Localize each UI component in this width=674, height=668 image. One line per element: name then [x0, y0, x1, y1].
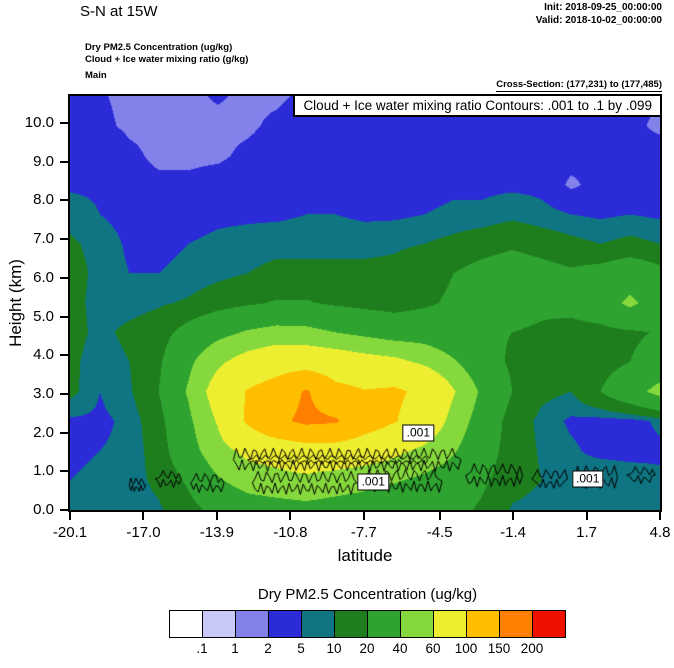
colorbar-swatches: [169, 610, 566, 638]
y-tick: [60, 122, 68, 125]
y-tick: [60, 160, 68, 163]
x-tick: [289, 512, 292, 520]
plot-title: S-N at 15W: [80, 3, 158, 20]
y-tick-label: 0.0: [33, 501, 54, 518]
colorbar-tick-label: 2: [264, 641, 272, 656]
colorbar-swatch: [268, 610, 302, 638]
x-tick: [512, 512, 515, 520]
x-tick: [585, 512, 588, 520]
init-time: Init: 2018-09-25_00:00:00: [544, 2, 662, 13]
colorbar-tick-label: 60: [425, 641, 441, 656]
field-line-domain: Main: [85, 69, 107, 81]
y-tick: [60, 431, 68, 434]
contour-label: .001: [402, 424, 434, 442]
colorbar-tick-label: 40: [392, 641, 408, 656]
model-times: Init: 2018-09-25_00:00:00 Valid: 2018-10…: [536, 2, 662, 27]
colorbar-swatch: [301, 610, 335, 638]
field-line-pm25: Dry PM2.5 Concentration (ug/kg): [85, 42, 233, 53]
y-tick-label: 6.0: [33, 268, 54, 286]
x-tick: [438, 512, 441, 520]
colorbar: Dry PM2.5 Concentration (ug/kg) .1 1 2 5 10 2…: [169, 586, 566, 658]
valid-time: Valid: 2018-10-02_00:00:00: [535, 14, 662, 26]
colorbar-swatch: [532, 610, 566, 638]
x-tick-label: 4.8: [649, 524, 671, 541]
x-axis-title: latitude: [337, 546, 393, 565]
y-tick-label: 9.0: [33, 152, 54, 170]
x-tick-label: -20.1: [52, 524, 88, 541]
colorbar-swatch: [433, 610, 467, 638]
x-tick-label: -10.8: [273, 524, 308, 541]
colorbar-tick-label: 100: [454, 641, 478, 656]
colorbar-tick-label: 1: [231, 641, 239, 656]
y-tick-label: 3.0: [33, 384, 54, 402]
y-tick: [60, 470, 68, 473]
x-tick: [215, 512, 218, 520]
contour-label: .001: [572, 470, 604, 488]
colorbar-tick-label: .1: [196, 641, 208, 656]
y-tick: [60, 238, 68, 241]
colorbar-swatch: [499, 610, 533, 638]
x-tick-label: -1.4: [500, 524, 527, 541]
x-tick-label: -13.9: [199, 524, 235, 541]
x-tick-label: -4.5: [426, 524, 453, 541]
cross-section-label: Cross-Section: (177,231) to (177,485): [496, 79, 662, 92]
colorbar-swatch: [202, 610, 236, 638]
field-list: Dry PM2.5 Concentration (ug/kg) Cloud + …: [85, 42, 248, 82]
y-tick-label: 5.0: [33, 307, 54, 325]
y-tick: [60, 392, 68, 395]
colorbar-tick-label: 10: [326, 641, 342, 656]
y-tick-label: 4.0: [33, 346, 54, 364]
colorbar-swatch: [169, 610, 203, 638]
y-tick: [60, 199, 68, 202]
x-tick: [69, 512, 71, 520]
y-tick: [60, 315, 68, 318]
y-tick-label: 1.0: [33, 462, 54, 480]
colorbar-swatch: [400, 610, 434, 638]
colorbar-swatch: [367, 610, 401, 638]
colorbar-tick-label: 200: [520, 641, 544, 656]
x-tick-label: -17.0: [126, 524, 161, 541]
plot-area: Cloud + Ice water mixing ratio Contours:…: [6, 94, 670, 565]
x-tick: [362, 512, 365, 520]
y-tick-label: 2.0: [33, 423, 54, 441]
y-tick: [60, 354, 68, 357]
y-tick: [60, 509, 68, 511]
colorbar-tick-label: 20: [359, 641, 375, 656]
y-tick-label: 8.0: [33, 191, 54, 209]
field-line-cloudice: Cloud + Ice water mixing ratio (g/kg): [85, 54, 249, 66]
x-tick: [659, 512, 661, 520]
filled-contour-canvas: [70, 96, 660, 510]
colorbar-tick-label: 150: [487, 641, 511, 656]
colorbar-swatch: [235, 610, 269, 638]
contour-label: .001: [357, 473, 389, 491]
colorbar-swatch: [334, 610, 368, 638]
y-tick-label: 10.0: [24, 114, 54, 132]
x-tick: [142, 512, 145, 520]
contour-info-box: Cloud + Ice water mixing ratio Contours:…: [293, 94, 662, 117]
colorbar-tick-label: 5: [297, 641, 305, 656]
y-tick: [60, 276, 68, 279]
colorbar-swatch: [466, 610, 500, 638]
x-tick-label: -7.7: [350, 524, 377, 541]
colorbar-title: Dry PM2.5 Concentration (ug/kg): [257, 586, 478, 603]
y-tick-label: 7.0: [33, 230, 54, 248]
x-tick-label: 1.7: [576, 524, 597, 541]
colorbar-tick-labels: .1 1 2 5 10 20 40 60 100 150 200: [169, 638, 566, 658]
